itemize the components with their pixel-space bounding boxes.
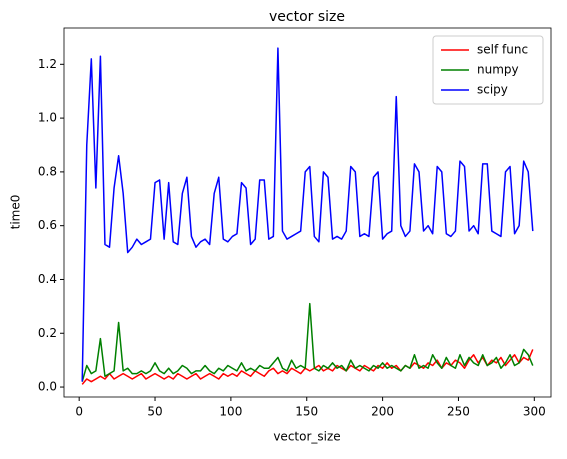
x-tick-label: 0 [75, 405, 83, 419]
legend-label: scipy [477, 83, 508, 97]
legend-label: numpy [477, 63, 519, 77]
line-series [81, 349, 534, 385]
y-tick-label: 0.4 [38, 272, 57, 286]
y-tick-label: 0.2 [38, 326, 57, 340]
x-tick-label: 300 [523, 405, 546, 419]
y-tick-label: 0.8 [38, 164, 57, 178]
x-tick-label: 250 [447, 405, 470, 419]
x-tick-label: 50 [147, 405, 162, 419]
line-series [81, 47, 534, 382]
y-tick-label: 0.6 [38, 218, 57, 232]
y-tick-label: 1.0 [38, 111, 57, 125]
y-tick-label: 1.2 [38, 57, 57, 71]
legend-label: self func [477, 43, 528, 57]
y-tick-label: 0.0 [38, 380, 57, 394]
legend-box [432, 35, 544, 105]
y-axis-label: time0 [9, 195, 23, 230]
axes-frame [63, 27, 552, 398]
x-tick-label: 100 [219, 405, 242, 419]
x-tick-label: 200 [371, 405, 394, 419]
x-tick-label: 150 [295, 405, 318, 419]
chart-title: vector size [269, 9, 345, 25]
line-series [81, 302, 534, 382]
x-axis-label: vector_size [273, 430, 340, 444]
